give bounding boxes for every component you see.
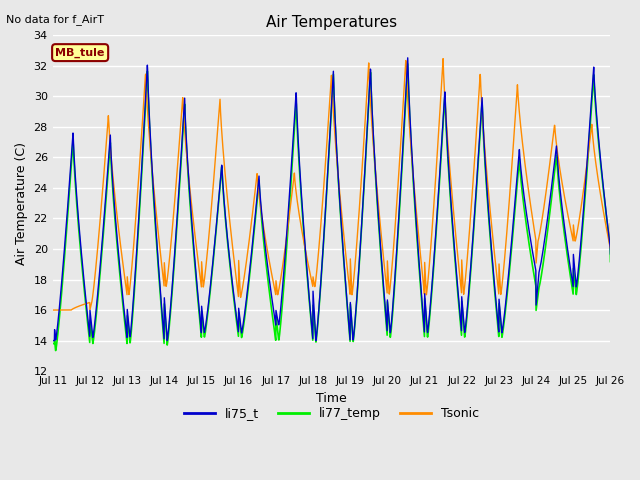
Tsonic — [104, 113, 112, 119]
Tsonic — [439, 56, 447, 61]
Tsonic — [365, 69, 373, 74]
Tsonic — [500, 266, 508, 272]
li77_temp — [365, 92, 373, 97]
Text: No data for f_AirT: No data for f_AirT — [6, 14, 104, 25]
Tsonic — [225, 209, 232, 215]
Legend: li75_t, li77_temp, Tsonic: li75_t, li77_temp, Tsonic — [179, 402, 484, 425]
li77_temp — [404, 61, 412, 67]
Tsonic — [49, 307, 56, 313]
li77_temp — [500, 321, 508, 327]
li75_t — [49, 338, 56, 344]
X-axis label: Time: Time — [316, 392, 347, 405]
li75_t — [225, 248, 232, 253]
Line: Tsonic: Tsonic — [52, 59, 611, 310]
li75_t — [104, 158, 112, 164]
li77_temp — [105, 162, 113, 168]
li77_temp — [599, 183, 607, 189]
li75_t — [500, 318, 508, 324]
Tsonic — [531, 232, 539, 238]
li77_temp — [49, 341, 56, 347]
li77_temp — [531, 280, 539, 286]
li75_t — [531, 264, 539, 269]
li77_temp — [52, 348, 60, 353]
Tsonic — [599, 204, 607, 210]
li75_t — [599, 178, 607, 184]
li77_temp — [225, 253, 233, 259]
Line: li75_t: li75_t — [52, 58, 611, 341]
Text: MB_tule: MB_tule — [56, 48, 105, 58]
li75_t — [404, 55, 412, 60]
li75_t — [607, 251, 614, 257]
Tsonic — [607, 221, 614, 227]
li77_temp — [607, 259, 614, 264]
Title: Air Temperatures: Air Temperatures — [266, 15, 397, 30]
Y-axis label: Air Temperature (C): Air Temperature (C) — [15, 142, 28, 265]
li75_t — [365, 93, 373, 99]
Line: li77_temp: li77_temp — [52, 64, 611, 350]
